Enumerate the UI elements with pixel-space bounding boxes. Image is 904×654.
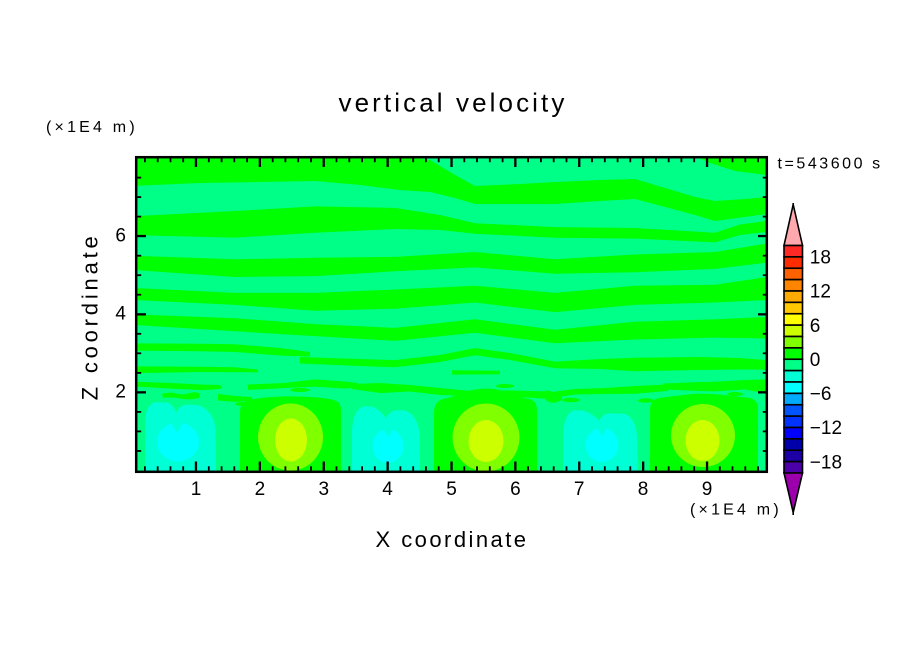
svg-text:0: 0 (810, 350, 821, 371)
svg-text:4: 4 (382, 479, 393, 500)
svg-text:7: 7 (574, 479, 585, 500)
svg-text:(×1E4 m): (×1E4 m) (690, 502, 782, 519)
svg-text:3: 3 (319, 479, 330, 500)
svg-text:18: 18 (810, 248, 831, 269)
svg-text:Z coordinate: Z coordinate (78, 232, 103, 400)
svg-text:−6: −6 (810, 384, 832, 405)
svg-text:X coordinate: X coordinate (376, 527, 529, 552)
svg-text:(×1E4 m): (×1E4 m) (46, 119, 138, 136)
svg-text:2: 2 (115, 382, 126, 403)
svg-text:5: 5 (446, 479, 457, 500)
svg-text:6: 6 (810, 316, 821, 337)
svg-text:6: 6 (115, 225, 126, 246)
svg-text:6: 6 (510, 479, 521, 500)
svg-text:1: 1 (191, 479, 202, 500)
svg-text:9: 9 (702, 479, 713, 500)
svg-text:vertical velocity: vertical velocity (339, 87, 568, 117)
svg-text:−18: −18 (810, 452, 842, 473)
svg-text:t=543600 s: t=543600 s (778, 156, 883, 173)
svg-text:−12: −12 (810, 418, 842, 439)
svg-text:12: 12 (810, 282, 831, 303)
svg-text:8: 8 (638, 479, 649, 500)
svg-text:4: 4 (115, 304, 126, 325)
svg-text:2: 2 (255, 479, 266, 500)
